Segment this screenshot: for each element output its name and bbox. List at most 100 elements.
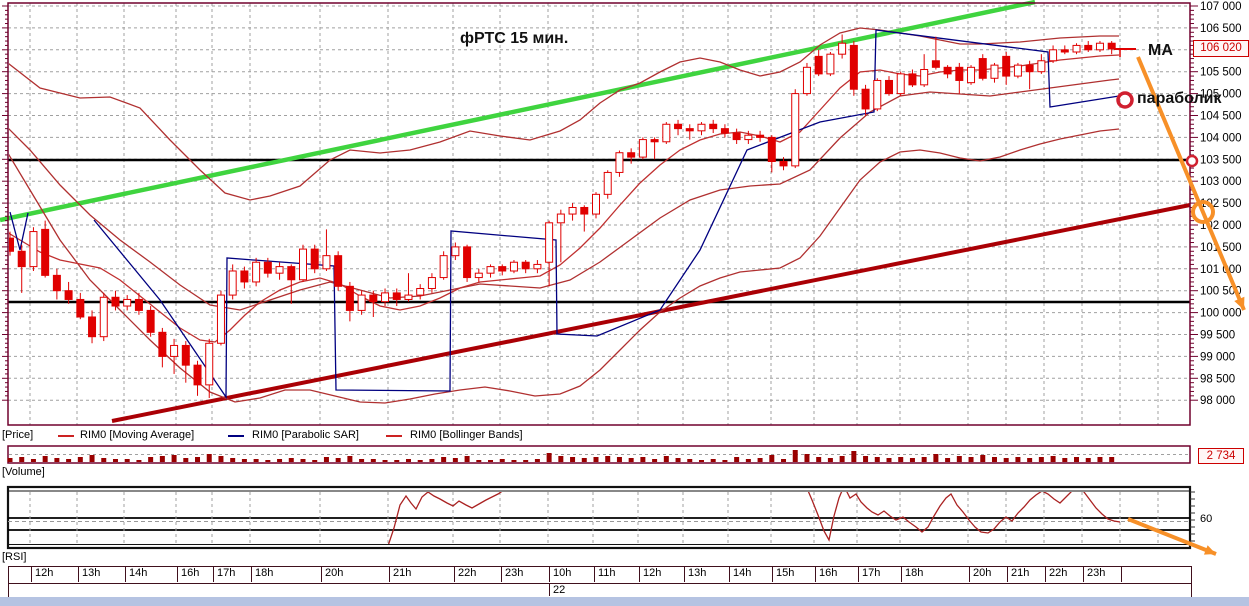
volume-bar: [558, 456, 564, 462]
candle: [826, 51, 835, 77]
candle: [263, 257, 272, 278]
orange-trend-arrow[interactable]: [1136, 56, 1246, 311]
volume-bar: [816, 457, 822, 462]
candle: [720, 124, 729, 138]
volume-bar: [523, 460, 529, 462]
volume-bar: [89, 455, 95, 462]
window-bottom-strip: [0, 597, 1249, 606]
candle: [592, 192, 600, 219]
candle: [88, 310, 97, 344]
candle: [509, 260, 518, 274]
volume-bar: [77, 457, 83, 462]
volume-bar: [1109, 457, 1115, 462]
support-trendline[interactable]: [111, 203, 1191, 423]
volume-bar: [452, 458, 458, 462]
candle: [1072, 43, 1081, 55]
candle: [463, 244, 472, 282]
candle: [381, 288, 390, 307]
price-axis-label: 99 000: [1200, 351, 1235, 363]
volume-bar: [534, 459, 540, 462]
candle: [885, 76, 893, 96]
price-chart-panel[interactable]: 107 000 106 500 105 500 105 000 104 500 104 0…: [0, 0, 1249, 446]
volume-bar: [827, 458, 833, 462]
volume-bar: [171, 455, 177, 462]
parabolic-sar-line: [9, 211, 29, 251]
candle: [99, 292, 108, 342]
candle: [896, 71, 905, 96]
volume-bar: [394, 460, 400, 462]
volume-bar: [7, 458, 13, 462]
bb-upper-line: [9, 27, 1119, 201]
candle: [76, 292, 85, 320]
time-axis-hour-cell[interactable]: 14h: [125, 567, 177, 582]
time-axis-hour-cell[interactable]: 13h: [78, 567, 125, 582]
volume-bar: [159, 456, 165, 462]
price-axis-label: 105 500: [1200, 67, 1242, 79]
candle: [146, 306, 155, 337]
time-axis-hour-cell[interactable]: 20h: [321, 567, 389, 582]
time-axis-hour-cell[interactable]: 18h: [251, 567, 321, 582]
volume-bar: [288, 458, 294, 462]
volume-bar: [1097, 457, 1103, 462]
time-axis-hour-cell[interactable]: 22h: [454, 567, 501, 582]
candle: [228, 264, 237, 300]
time-axis-hour-cell[interactable]: 22h: [1045, 567, 1083, 582]
time-axis-hour-cell[interactable]: 13h: [684, 567, 729, 582]
time-axis-hour-cell[interactable]: 16h: [177, 567, 213, 582]
candle: [967, 65, 976, 85]
volume-bar: [253, 459, 259, 462]
candle: [158, 327, 167, 368]
volume-bar: [968, 457, 974, 462]
time-axis-hour-cell[interactable]: 21h: [1007, 567, 1045, 582]
time-axis-hour-cell[interactable]: 14h: [729, 567, 772, 582]
volume-bar: [195, 457, 201, 462]
time-axis-hour-cell[interactable]: 15h: [772, 567, 815, 582]
volume-bar: [30, 459, 36, 462]
candle: [392, 288, 401, 307]
candle: [556, 209, 565, 263]
price-axis-label: 98 500: [1200, 373, 1235, 385]
volume-bar: [991, 457, 997, 462]
candle: [814, 49, 823, 77]
volume-bar: [839, 456, 845, 462]
time-axis-date-cell[interactable]: 22: [549, 583, 1191, 596]
candle: [732, 128, 741, 144]
time-axis-hour-cell[interactable]: 16h: [815, 567, 858, 582]
last-price-box: 106 020: [1193, 40, 1249, 57]
orange-rsi-arrow[interactable]: [1127, 517, 1217, 556]
volume-panel[interactable]: [0, 445, 1249, 465]
time-axis-empty-date-cell[interactable]: [9, 583, 549, 596]
time-axis-hour-cell[interactable]: 10h: [549, 567, 594, 582]
time-axis-hour-cell[interactable]: 17h: [858, 567, 901, 582]
time-axis[interactable]: 12h 13h 14h 16h 17h 18h 20h 21h 22h 23h 10h 11h 12h 1…: [8, 566, 1192, 598]
volume-bar: [335, 458, 341, 462]
time-axis-hour-cell[interactable]: 12h: [639, 567, 684, 582]
time-axis-hour-cell[interactable]: 11h: [594, 567, 639, 582]
time-axis-hour-cell[interactable]: 18h: [901, 567, 969, 582]
candle: [533, 260, 542, 274]
candle: [873, 78, 882, 112]
time-axis-empty-cell[interactable]: [9, 567, 31, 582]
ma-annotation-label: MA: [1148, 42, 1173, 59]
rsi-line: [387, 492, 503, 544]
time-axis-empty-cell[interactable]: [1121, 567, 1191, 582]
candle: [439, 251, 448, 280]
time-axis-hour-cell[interactable]: 23h: [501, 567, 549, 582]
volume-bar: [605, 456, 611, 462]
time-axis-hour-cell[interactable]: 17h: [213, 567, 251, 582]
volume-bar: [54, 458, 60, 462]
price-axis-label: 103 500: [1200, 154, 1242, 166]
time-axis-hour-cell[interactable]: 23h: [1083, 567, 1121, 582]
candle: [252, 257, 261, 287]
time-axis-hour-cell[interactable]: 20h: [969, 567, 1007, 582]
time-axis-hour-cell[interactable]: 21h: [389, 567, 454, 582]
candle: [662, 122, 671, 144]
volume-bar: [1062, 458, 1068, 462]
volume-panel-label: [Volume]: [2, 466, 45, 478]
green-trendline[interactable]: [0, 0, 1036, 223]
time-axis-hour-cell[interactable]: 12h: [31, 567, 78, 582]
volume-bar: [1074, 457, 1080, 462]
candle: [1107, 41, 1116, 55]
volume-bar: [429, 459, 435, 462]
rsi-panel[interactable]: [0, 485, 1249, 563]
